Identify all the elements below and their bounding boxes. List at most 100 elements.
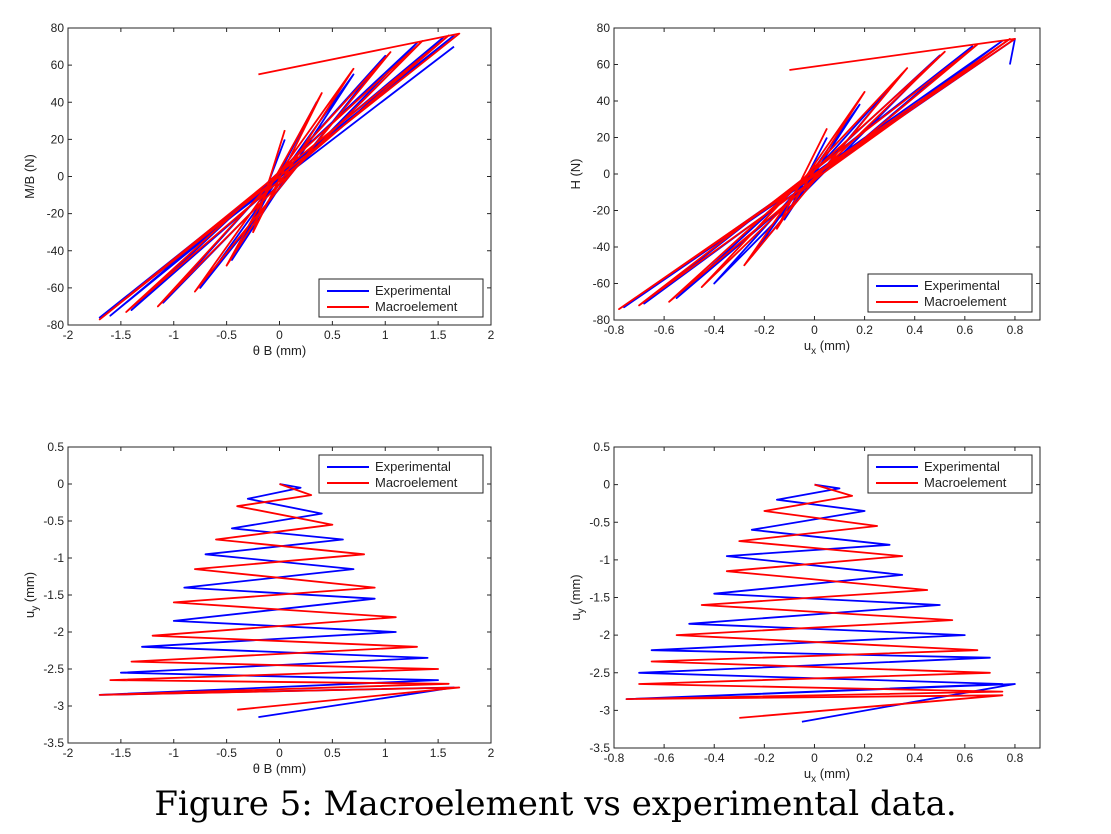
legend-label: Macroelement <box>375 299 458 314</box>
y-tick-label: 0 <box>603 478 610 492</box>
y-axis-label: H (N) <box>568 158 583 189</box>
x-tick-label: 0.6 <box>956 323 973 337</box>
x-tick-label: 1.5 <box>430 328 447 342</box>
x-tick-label: 0 <box>811 323 818 337</box>
x-tick-label: 0.8 <box>1007 751 1024 765</box>
chart-panel-1: -2 -1.5 -1 -0.5 0 0.5 1 1.5 2 -80 -60 -40 -20 0 20 40 60… <box>22 21 495 358</box>
y-tick-label: 0.5 <box>593 440 610 454</box>
y-tick-label: -40 <box>47 244 65 258</box>
series-line-macroelement <box>98 32 461 321</box>
y-tick-label: 0 <box>57 477 64 491</box>
y-tick-label: 80 <box>597 21 611 35</box>
x-tick-label: -0.8 <box>604 751 625 765</box>
y-axis-label: M/B (N) <box>22 154 37 199</box>
x-tick-label: 0.5 <box>324 328 341 342</box>
y-tick-label: -2 <box>599 628 610 642</box>
y-tick-label: -0.5 <box>589 515 610 529</box>
x-tick-label: -0.4 <box>704 323 725 337</box>
y-tick-label: -1.5 <box>43 588 64 602</box>
y-tick-label: 80 <box>51 21 65 35</box>
legend-label: Macroelement <box>924 475 1007 490</box>
figure-caption: Figure 5: Macroelement vs experimental d… <box>154 784 957 824</box>
x-axis-label: ux (mm) <box>804 766 850 785</box>
x-tick-label: 1.5 <box>430 746 447 760</box>
x-tick-label: 0 <box>276 328 283 342</box>
x-tick-label: -0.5 <box>216 328 237 342</box>
y-tick-label: 40 <box>597 94 611 108</box>
x-tick-label: -2 <box>63 328 74 342</box>
y-tick-label: -1 <box>599 553 610 567</box>
x-tick-label: 0 <box>811 751 818 765</box>
series-line-experimental <box>98 483 455 718</box>
series-line-experimental <box>625 483 1016 723</box>
y-tick-label: -20 <box>47 207 65 221</box>
y-tick-label: 0 <box>57 170 64 184</box>
chart-panel-3: -2 -1.5 -1 -0.5 0 0.5 1 1.5 2 -3.5 -3 -2.5 -2 -1.5 -1 -… <box>22 440 495 776</box>
series-line-macroelement <box>625 483 1004 719</box>
y-tick-label: 60 <box>51 58 65 72</box>
legend-label: Macroelement <box>375 475 458 490</box>
y-tick-label: -2 <box>53 625 64 639</box>
y-tick-label: -40 <box>593 240 611 254</box>
x-axis-label: ux (mm) <box>804 338 850 357</box>
y-tick-label: 20 <box>597 131 611 145</box>
chart-panel-4: -0.8 -0.6 -0.4 -0.2 0 0.2 0.4 0.6 0.8 -3.5 -3 -2.5 -… <box>568 440 1041 785</box>
y-tick-label: -60 <box>593 277 611 291</box>
x-tick-label: -0.6 <box>654 751 675 765</box>
y-tick-label: 60 <box>597 58 611 72</box>
x-tick-label: -1 <box>168 328 179 342</box>
x-tick-label: 2 <box>488 328 495 342</box>
x-tick-label: 2 <box>488 746 495 760</box>
y-tick-label: 40 <box>51 95 65 109</box>
x-tick-label: -0.8 <box>604 323 625 337</box>
x-tick-label: -0.2 <box>754 751 775 765</box>
x-tick-label: 0.4 <box>906 323 923 337</box>
y-tick-label: -0.5 <box>43 514 64 528</box>
y-tick-label: -2.5 <box>43 662 64 676</box>
y-tick-label: 0 <box>603 167 610 181</box>
x-tick-label: 0.6 <box>956 751 973 765</box>
x-tick-label: -1 <box>168 746 179 760</box>
x-tick-label: 0.4 <box>906 751 923 765</box>
x-tick-label: 0.2 <box>856 751 873 765</box>
y-tick-label: -3.5 <box>43 736 64 750</box>
x-axis-label: θ B (mm) <box>253 343 306 358</box>
y-tick-label: 20 <box>51 132 65 146</box>
x-tick-label: 0.2 <box>856 323 873 337</box>
y-tick-label: -1 <box>53 551 64 565</box>
x-tick-label: -1.5 <box>111 328 132 342</box>
y-tick-label: -3 <box>599 703 610 717</box>
x-tick-label: 0.5 <box>324 746 341 760</box>
y-axis-label: uy (mm) <box>22 572 41 618</box>
series-line-macroelement <box>98 483 461 711</box>
y-tick-label: -80 <box>593 313 611 327</box>
x-axis-label: θ B (mm) <box>253 761 306 776</box>
legend-label: Experimental <box>375 283 451 298</box>
legend-label: Experimental <box>924 278 1000 293</box>
x-tick-label: -0.2 <box>754 323 775 337</box>
y-tick-label: 0.5 <box>47 440 64 454</box>
legend-label: Experimental <box>375 459 451 474</box>
x-tick-label: -1.5 <box>111 746 132 760</box>
chart-panel-2: -0.8 -0.6 -0.4 -0.2 0 0.2 0.4 0.6 0.8 -80 -60 -40 -2… <box>568 21 1041 357</box>
x-tick-label: -0.6 <box>654 323 675 337</box>
y-tick-label: -80 <box>47 318 65 332</box>
x-tick-label: 0.8 <box>1007 323 1024 337</box>
y-tick-label: -3.5 <box>589 741 610 755</box>
x-tick-label: -0.4 <box>704 751 725 765</box>
y-tick-label: -60 <box>47 281 65 295</box>
x-tick-label: 1 <box>382 746 389 760</box>
y-tick-label: -20 <box>593 204 611 218</box>
x-tick-label: -2 <box>63 746 74 760</box>
y-tick-label: -2.5 <box>589 666 610 680</box>
legend-label: Experimental <box>924 459 1000 474</box>
x-tick-label: 0 <box>276 746 283 760</box>
series-line-macroelement <box>618 38 1016 310</box>
y-tick-label: -1.5 <box>589 591 610 605</box>
legend-label: Macroelement <box>924 294 1007 309</box>
